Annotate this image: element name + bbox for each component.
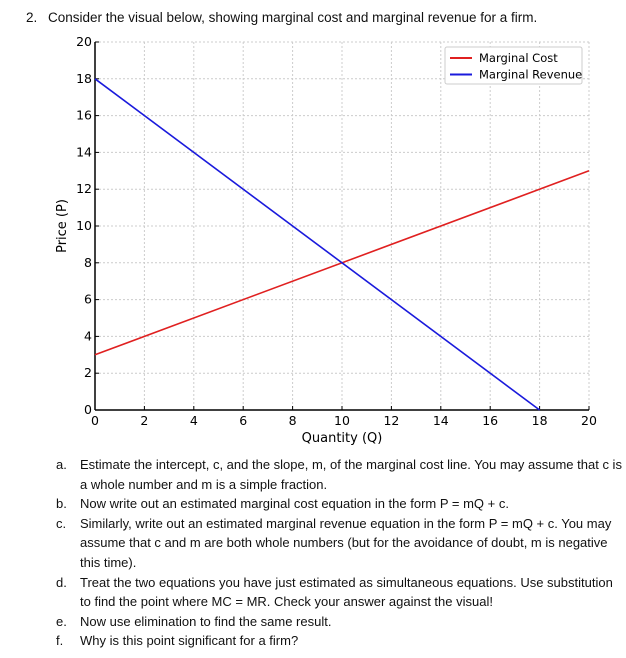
y-tick-label: 10	[76, 218, 92, 233]
x-tick-label: 10	[334, 413, 350, 428]
item-label: d.	[56, 574, 67, 590]
y-tick-label: 2	[84, 365, 92, 380]
y-tick-label: 12	[76, 181, 92, 196]
item-text: Similarly, write out an estimated margin…	[80, 515, 612, 570]
sub-question-f: f. Why is this point significant for a fi…	[56, 631, 626, 651]
x-axis-label: Quantity (Q)	[302, 431, 383, 446]
y-tick-label: 4	[84, 328, 92, 343]
sub-question-c: c. Similarly, write out an estimated marg…	[56, 514, 626, 573]
item-text: Now use elimination to find the same res…	[80, 613, 332, 629]
y-axis-label: Price (P)	[55, 199, 70, 253]
question-number: 2.	[26, 10, 38, 25]
series-line-marginal-revenue	[94, 78, 541, 411]
item-text: Why is this point significant for a firm…	[80, 633, 299, 649]
y-tick-label: 0	[84, 402, 92, 417]
question-text: Consider the visual below, showing margi…	[48, 10, 538, 25]
y-tick-label: 6	[84, 292, 92, 307]
y-tick-label: 20	[76, 34, 92, 49]
x-tick-label: 14	[433, 413, 449, 428]
sub-question-a: a. Estimate the intercept, c, and the slo…	[56, 455, 626, 494]
y-tick-label: 18	[76, 71, 92, 86]
item-label: c.	[56, 515, 67, 531]
sub-questions: a. Estimate the intercept, c, and the slo…	[56, 455, 626, 651]
x-tick-label: 20	[581, 413, 597, 428]
item-label: f.	[56, 633, 64, 649]
x-tick-label: 8	[289, 413, 297, 428]
x-tick-label: 18	[532, 413, 548, 428]
y-tick-label: 8	[84, 255, 92, 270]
item-label: e.	[56, 613, 67, 629]
sub-question-e: e. Now use elimination to find the same r…	[56, 612, 626, 632]
x-tick-label: 2	[140, 413, 148, 428]
legend-label: Marginal Revenue	[479, 68, 582, 82]
legend-label: Marginal Cost	[479, 51, 558, 65]
chart: 0 2 4 6 8 10 12 14 16 18 20 0 2 4 6 8 10 12 14 16 18 20 Quanti…	[55, 34, 597, 446]
item-label: a.	[56, 457, 67, 472]
x-tick-label: 4	[190, 413, 198, 428]
item-text: Now write out an estimated marginal cost…	[80, 496, 509, 512]
y-tick-label: 14	[76, 144, 92, 159]
sub-question-d: d. Treat the two equations you have just …	[56, 573, 626, 612]
y-tick-label: 16	[76, 108, 92, 123]
item-text: Estimate the intercept, c, and the slope…	[80, 457, 622, 492]
sub-question-b: b. Now write out an estimated marginal co…	[56, 494, 626, 514]
x-tick-label: 16	[482, 413, 498, 428]
item-text: Treat the two equations you have just es…	[80, 574, 613, 610]
x-tick-label: 0	[91, 413, 99, 428]
x-tick-label: 12	[383, 413, 399, 428]
legend-box	[444, 46, 583, 85]
x-tick-label: 6	[239, 413, 247, 428]
item-label: b.	[56, 496, 67, 512]
